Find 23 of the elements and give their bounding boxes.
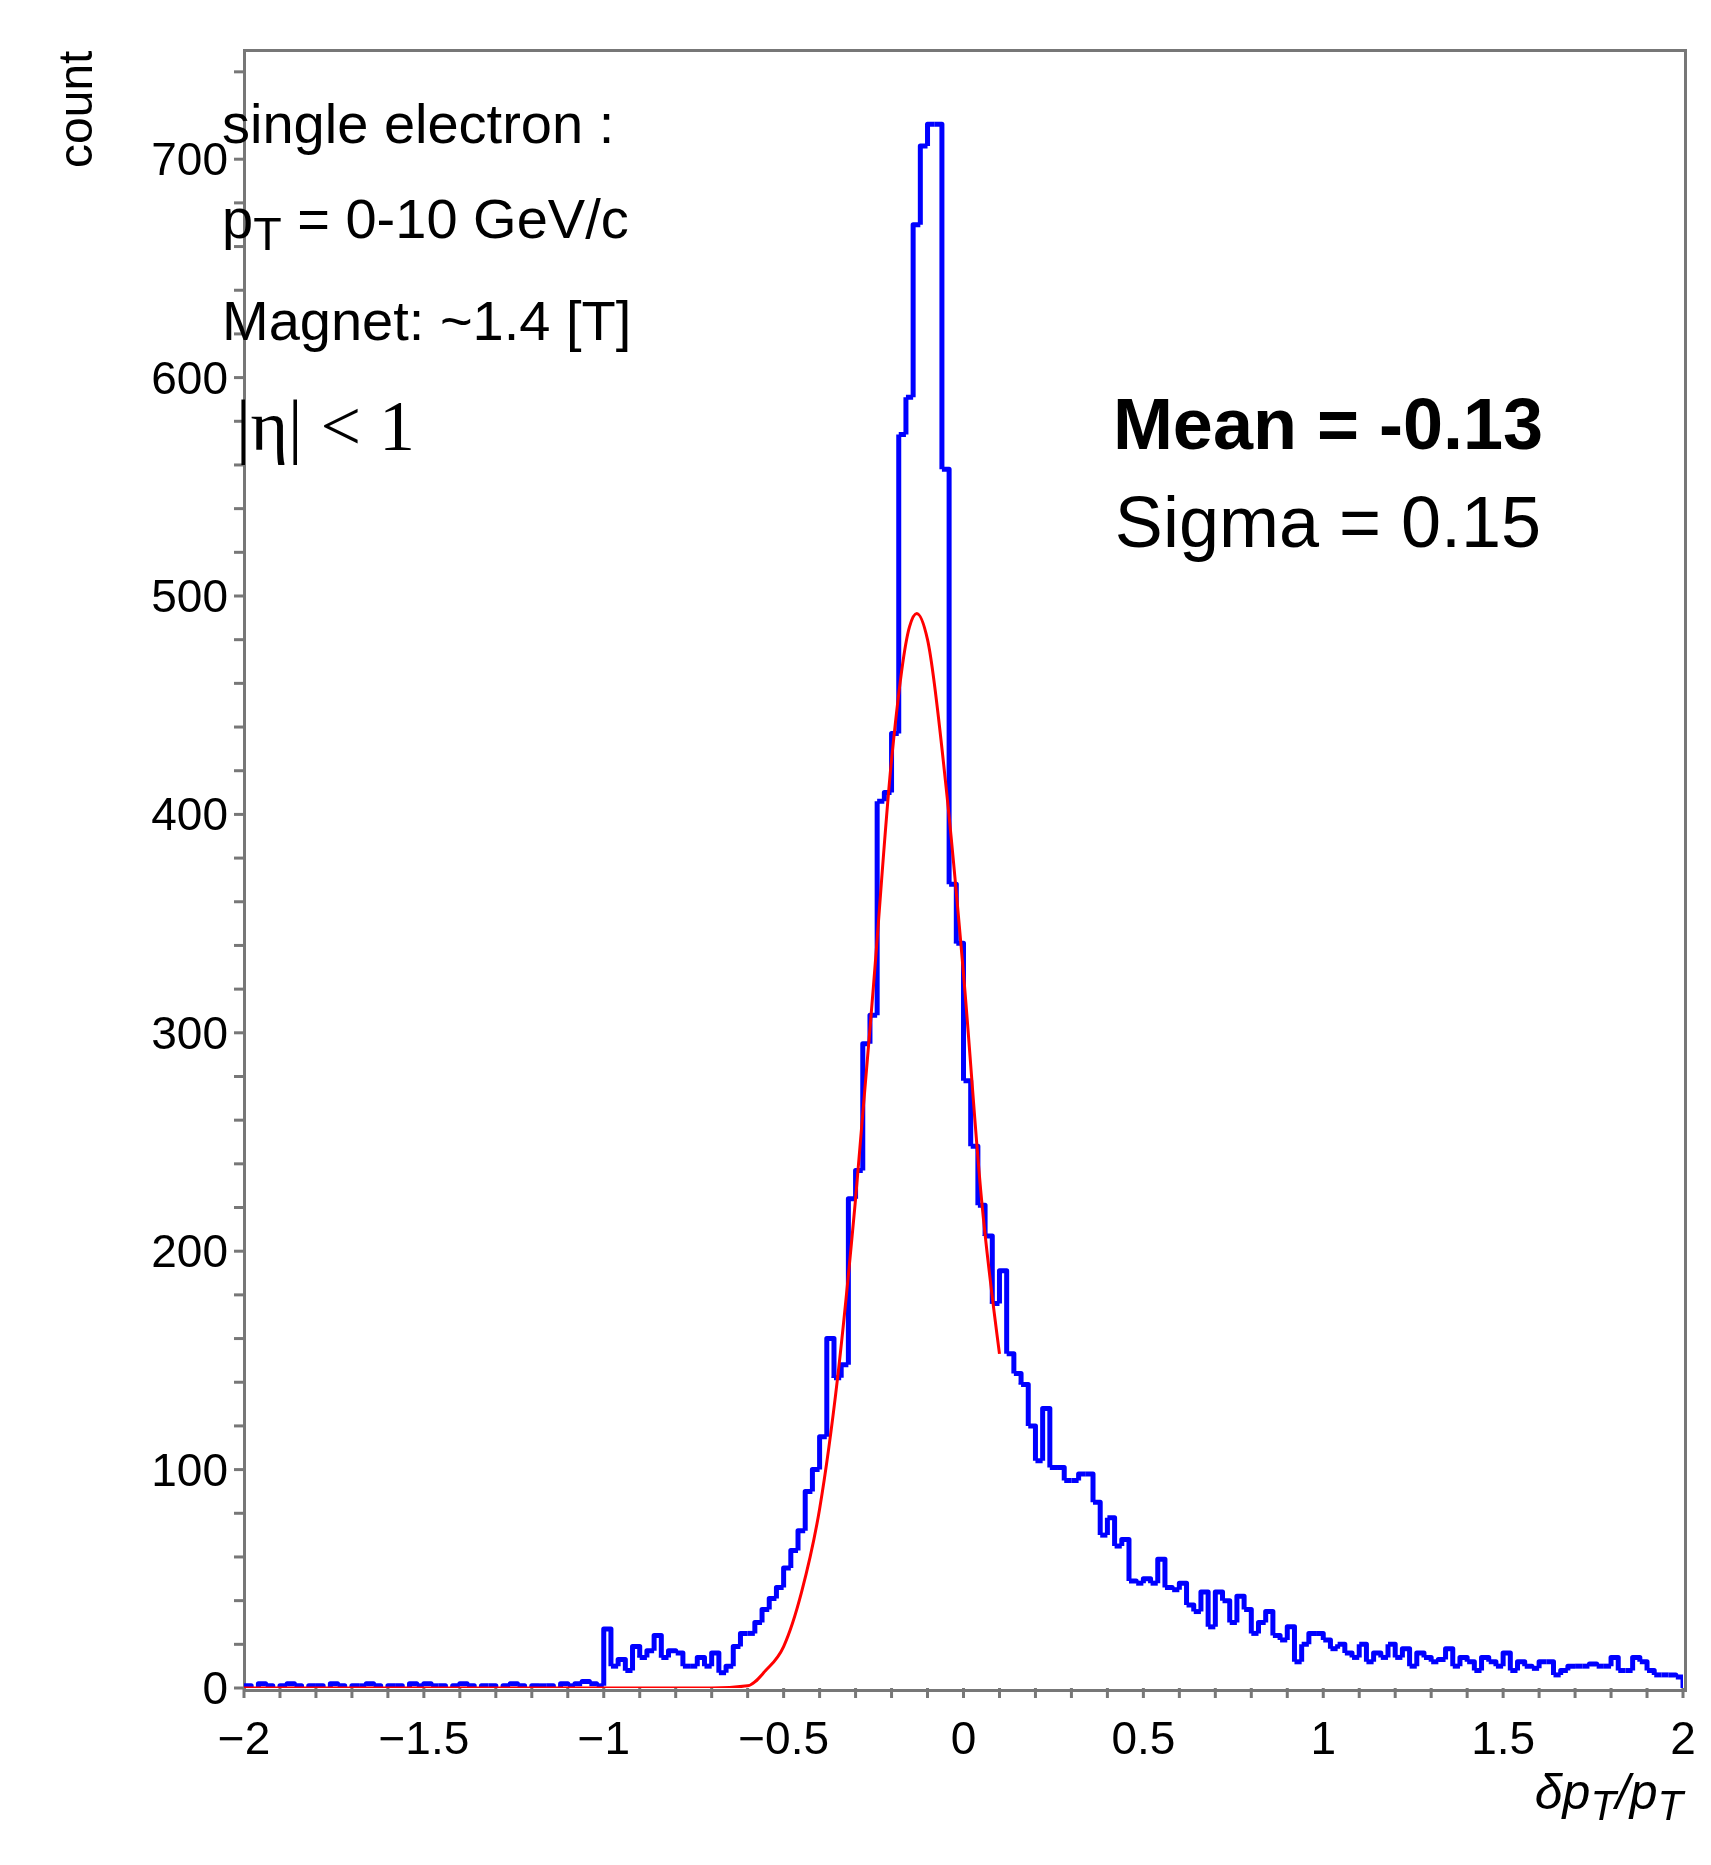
y-tick-label: 600 [151, 351, 228, 404]
x-tick-label: 1.5 [1471, 1712, 1536, 1764]
y-tick-label: 100 [151, 1443, 228, 1496]
x-tick-label: −2 [217, 1712, 271, 1764]
annotation: p$_{T}$ = 0-10 GeV/c [222, 187, 629, 261]
y-tick-label: 400 [151, 788, 228, 841]
annotation: Mean = -0.13 [1111, 384, 1545, 464]
x-tick-label: −1.5 [378, 1712, 470, 1764]
line-series [244, 611, 1001, 1688]
y-tick-label: 500 [151, 570, 228, 622]
x-tick-label: −0.5 [738, 1712, 830, 1764]
x-tick-label: 1 [1310, 1712, 1337, 1764]
x-tick-label: 0 [950, 1712, 977, 1764]
x-tick-label: 0.5 [1111, 1712, 1176, 1764]
y-tick-label: 300 [151, 1006, 228, 1059]
y-axis-title: count [48, 50, 103, 168]
x-tick-label: 2 [1670, 1712, 1696, 1764]
annotation: Magnet: ~1.4 [T] [222, 289, 632, 352]
x-tick-label: −1 [577, 1712, 630, 1764]
y-tick-label: 200 [151, 1225, 228, 1278]
y-tick-label: 0 [202, 1662, 228, 1714]
annotation: Sigma = 0.15 [1113, 482, 1543, 562]
annotation: |η| < 1 [236, 386, 416, 466]
